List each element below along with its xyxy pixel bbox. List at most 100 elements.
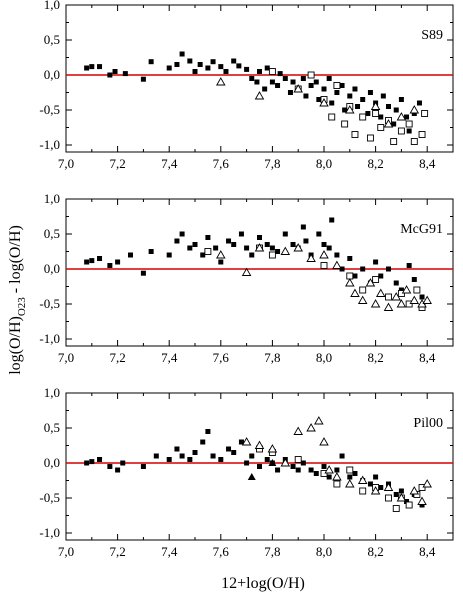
data-point-filled-square [140, 76, 146, 82]
data-point-filled-square [313, 471, 319, 476]
data-point-filled-square [231, 242, 237, 247]
x-tick-label: 7,0 [58, 156, 74, 171]
data-point-filled-square [264, 242, 270, 247]
data-point-filled-square [347, 474, 353, 480]
data-point-open-triangle [345, 105, 355, 114]
data-point-filled-square [166, 252, 172, 258]
data-point-filled-square [122, 71, 128, 77]
data-point-filled-square [187, 457, 193, 462]
plot-frame [65, 198, 454, 347]
data-point-filled-square [380, 93, 386, 99]
data-point-filled-square [378, 273, 384, 279]
data-point-filled-square [416, 100, 422, 106]
data-point-filled-square [290, 242, 296, 247]
data-point-filled-square [89, 64, 95, 70]
data-point-filled-square [166, 457, 172, 462]
x-tick-label: 7,6 [213, 156, 230, 171]
data-point-filled-square [236, 63, 242, 69]
data-point-filled-square [179, 453, 185, 459]
data-point-open-triangle [370, 486, 381, 495]
data-point-filled-square [89, 459, 95, 465]
data-point-filled-square [360, 97, 366, 102]
data-point-open-triangle [409, 486, 420, 495]
data-point-filled-square [321, 464, 327, 469]
data-point-open-triangle [267, 444, 278, 453]
data-point-open-square [377, 124, 385, 131]
data-point-open-square [341, 120, 349, 128]
data-point-filled-square [275, 83, 281, 88]
data-point-filled-triangle [247, 473, 256, 480]
data-point-open-square [268, 251, 276, 259]
data-point-open-square [351, 131, 359, 138]
data-point-filled-square [393, 107, 399, 113]
data-point-filled-square [386, 266, 391, 272]
data-point-filled-square [326, 245, 332, 251]
data-point-open-square [328, 113, 336, 121]
y-tick-label: 0,5 [44, 32, 60, 47]
data-point-open-triangle [422, 479, 432, 488]
data-point-open-triangle [293, 243, 303, 252]
data-point-open-square [204, 248, 212, 255]
data-point-filled-square [166, 65, 172, 71]
panels: 7,0 7,2 7,4 7,6 7,8 8,0 8,2 8,4 1,0 0,5 0,0 -0,5 -1,… [39, 0, 454, 559]
data-point-open-triangle [409, 105, 420, 114]
data-point-filled-square [275, 467, 281, 473]
data-point-open-triangle [280, 246, 291, 255]
data-point-filled-square [84, 65, 90, 71]
data-point-filled-square [287, 90, 293, 95]
data-point-open-triangle [391, 292, 402, 301]
data-point-filled-square [419, 294, 425, 300]
data-point-open-square [385, 293, 392, 301]
x-tick-label: 8,4 [419, 156, 436, 171]
data-point-open-triangle [216, 77, 226, 86]
data-point-filled-square [290, 79, 296, 85]
data-point-filled-square [179, 51, 185, 57]
data-point-filled-square [254, 79, 260, 85]
data-point-open-triangle [319, 250, 329, 259]
data-point-filled-square [326, 474, 332, 480]
data-point-filled-square [406, 263, 412, 268]
data-point-filled-square [303, 93, 309, 99]
data-point-open-triangle [370, 299, 381, 308]
y-tick-label: -0,5 [39, 296, 60, 311]
data-point-filled-square [342, 107, 348, 113]
data-point-open-triangle [306, 253, 316, 262]
x-tick-label: 8,0 [316, 156, 332, 171]
data-point-open-square [320, 470, 328, 477]
data-point-open-triangle [241, 437, 252, 446]
y-tick-label: 1,0 [44, 191, 60, 206]
data-point-filled-square [393, 492, 399, 497]
x-tick-label: 8,0 [316, 544, 332, 559]
plot-frame [65, 392, 454, 541]
data-point-filled-square [352, 273, 358, 279]
data-point-filled-square [264, 457, 270, 462]
data-point-filled-square [218, 457, 224, 462]
data-point-filled-square [97, 256, 103, 261]
data-point-filled-square [205, 429, 211, 434]
data-point-filled-square [334, 90, 340, 95]
data-point-filled-square [269, 245, 275, 251]
data-point-filled-square [187, 245, 193, 251]
data-point-filled-square [115, 467, 121, 473]
data-point-filled-square [257, 235, 262, 240]
y-tick-label: -1,0 [39, 525, 60, 540]
data-point-open-triangle [396, 299, 407, 308]
data-point-filled-square [295, 467, 301, 473]
data-point-open-square [397, 127, 405, 135]
data-point-filled-square [300, 224, 306, 230]
data-point-open-square [390, 138, 398, 145]
data-point-filled-square [174, 62, 180, 67]
data-point-filled-square [213, 245, 219, 251]
data-point-filled-square [329, 217, 335, 223]
data-point-filled-square [257, 464, 262, 469]
plot-frame [65, 4, 454, 153]
y-tick-label: 0,5 [44, 420, 60, 435]
data-point-filled-square [347, 93, 353, 99]
x-tick-label: 8,2 [367, 156, 383, 171]
data-point-open-square [268, 68, 276, 75]
data-point-open-square [421, 110, 429, 117]
data-point-filled-square [391, 121, 397, 127]
data-point-filled-square [107, 263, 113, 268]
y-tick-label: -0,5 [39, 490, 60, 505]
data-point-filled-square [231, 58, 237, 64]
